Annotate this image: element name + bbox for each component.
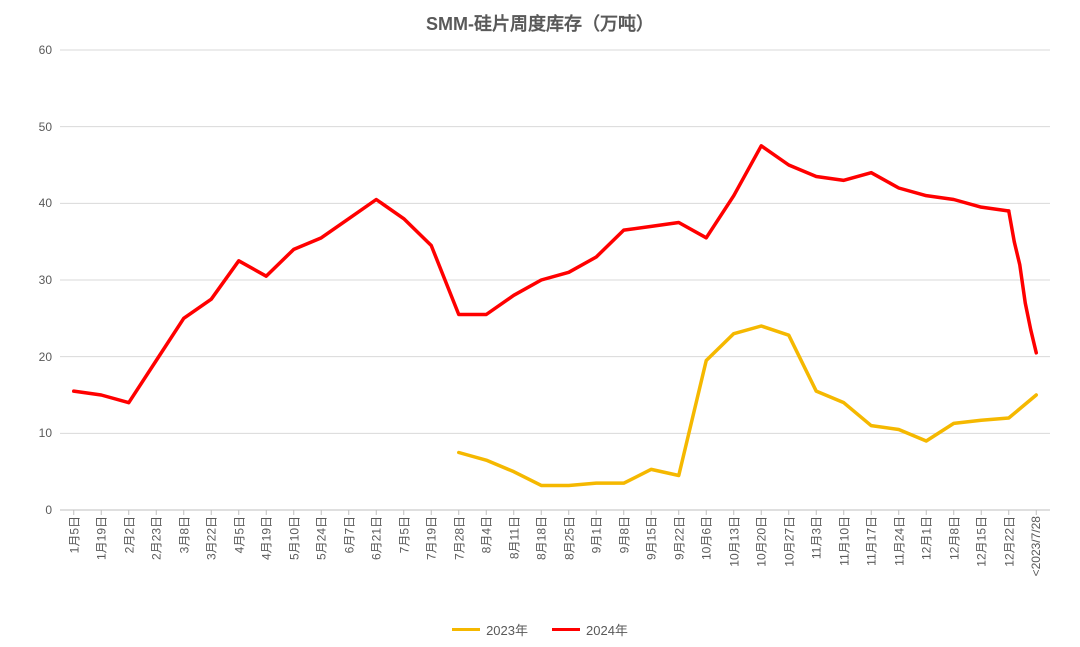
x-tick-label: 12月8日 [945,516,962,560]
legend-swatch [552,628,580,632]
x-tick-label: 12月1日 [918,516,935,560]
y-tick-label: 40 [12,196,52,210]
y-tick-label: 30 [12,273,52,287]
x-tick-label: 12月15日 [973,516,990,567]
chart-title: SMM-硅片周度库存（万吨） [0,0,1080,36]
legend-label: 2024年 [586,620,628,639]
x-tick-label: 1月5日 [65,516,82,553]
x-tick-label: 11月17日 [863,516,880,566]
x-tick-label: 9月15日 [643,516,660,560]
series-line [1009,211,1037,353]
x-tick-label: 7月28日 [450,516,467,560]
legend-swatch [452,628,480,632]
legend-label: 2023年 [486,620,528,639]
x-tick-label: 6月7日 [340,516,357,553]
x-tick-label: 5月10日 [285,516,302,560]
x-tick-label: 3月8日 [175,516,192,553]
x-tick-label: 10月6日 [698,516,715,560]
x-tick-label: 10月27日 [780,516,797,567]
x-tick-label: 10月20日 [753,516,770,567]
legend-item: 2024年 [552,620,628,639]
x-tick-label: 4月19日 [258,516,275,560]
x-tick-label: 11月10日 [835,516,852,566]
x-tick-label: 7月5日 [395,516,412,553]
x-tick-label: 2月23日 [148,516,165,560]
chart-container: SMM-硅片周度库存（万吨） 01020304050601月5日1月19日2月2… [0,0,1080,647]
y-tick-label: 20 [12,350,52,364]
x-tick-label: 9月8日 [615,516,632,553]
x-tick-label: 6月21日 [368,516,385,560]
y-tick-label: 60 [12,43,52,57]
x-tick-label: 8月25日 [560,516,577,560]
x-tick-label: 2月2日 [120,516,137,553]
x-tick-label: 11月3日 [808,516,825,559]
y-tick-label: 0 [12,503,52,517]
x-tick-label: 11月24日 [890,516,907,566]
x-tick-label: 7月19日 [423,516,440,560]
x-tick-label: 8月4日 [478,516,495,553]
y-tick-label: 10 [12,426,52,440]
x-tick-label: 10月13日 [725,516,742,567]
legend: 2023年 2024年 [0,618,1080,639]
x-tick-label: 5月24日 [313,516,330,560]
x-tick-label: 8月11日 [505,516,522,559]
y-tick-label: 50 [12,120,52,134]
legend-item: 2023年 [452,620,528,639]
x-tick-label: 3月22日 [203,516,220,560]
x-tick-label: 9月1日 [588,516,605,553]
series-lines [60,50,1050,510]
plot-area: 01020304050601月5日1月19日2月2日2月23日3月8日3月22日… [60,50,1050,510]
x-tick-label: 12月22日 [1000,516,1017,567]
x-tick-label: 1月19日 [93,516,110,560]
x-tick-label: 8月18日 [533,516,550,560]
x-tick-label: 4月5日 [230,516,247,553]
x-tick-label: <2023/7/28 [1029,516,1043,576]
x-tick-label: 9月22日 [670,516,687,560]
series-line [459,326,1037,485]
series-line [74,146,1009,403]
